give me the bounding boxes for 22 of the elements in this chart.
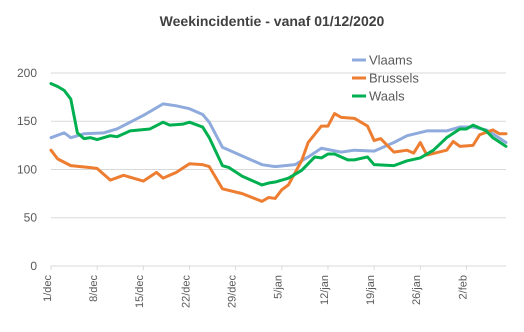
x-tick-label: 22/dec: [180, 274, 192, 308]
x-tick-label: 5/jan: [272, 275, 285, 299]
y-tick-label: 100: [16, 162, 38, 176]
legend-label: Brussels: [369, 70, 420, 86]
x-tick-label: 2/feb: [457, 275, 470, 300]
chart-title: Weekincidentie - vanaf 01/12/2020: [160, 13, 385, 29]
x-tick-label: 26/jan: [411, 275, 424, 305]
x-tick-label: 1/dec: [42, 274, 54, 302]
y-tick-label: 200: [16, 66, 38, 80]
x-tick-label: 8/dec: [88, 274, 100, 302]
x-tick-label: 19/jan: [364, 275, 377, 305]
line-series: [50, 112, 508, 203]
y-tick-label: 0: [30, 258, 38, 273]
y-tick-label: 50: [24, 210, 38, 225]
x-tick-label: 15/dec: [134, 274, 146, 308]
legend-label: Vlaams: [369, 52, 413, 68]
line-series: [50, 82, 508, 186]
legend-label: Waals: [369, 88, 406, 104]
x-tick-label: 12/jan: [318, 275, 331, 305]
line-series: [50, 102, 508, 168]
y-tick-label: 150: [16, 114, 38, 128]
x-tick-label: 29/dec: [226, 274, 238, 308]
